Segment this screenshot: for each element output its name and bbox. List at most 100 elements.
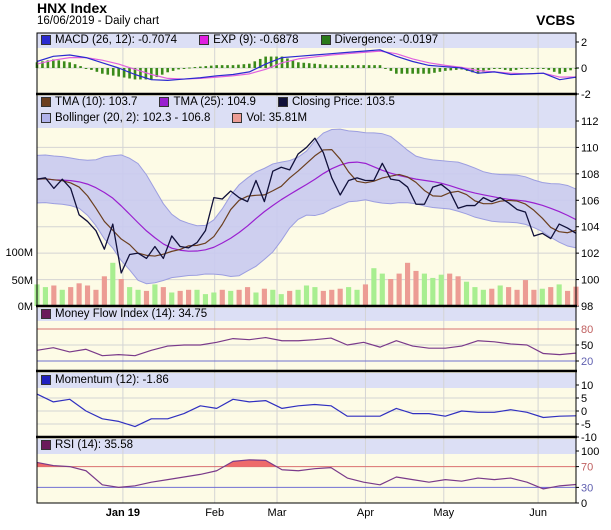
volume-bar [76,283,82,306]
divergence-bar [346,65,349,68]
legend-item: TMA (25): 104.9 [159,96,256,108]
volume-bar [362,284,369,306]
divergence-bar [454,68,458,70]
legend-swatch-icon [277,97,288,107]
legend-swatch-icon [41,440,51,450]
y-tick-label: 98 [581,301,593,313]
legend-label: Momentum (12): -1.86 [55,374,169,386]
divergence-bar [525,68,529,69]
divergence-bar [188,67,191,69]
divergence-bar [264,56,267,68]
legend-label: Bollinger (20, 2): 102.3 - 106.8 [55,112,211,124]
legend-label: RSI (14): 35.58 [55,439,133,451]
divergence-bar [531,68,534,69]
y-tick-label: -5 [581,419,591,431]
legend-swatch-icon [320,35,331,45]
divergence-bar [367,65,371,68]
divergence-bar [498,68,502,69]
legend-label: Closing Price: 103.5 [291,96,395,108]
divergence-bar [563,68,567,73]
divergence-bar [378,65,382,68]
legend-band-price [37,96,576,128]
volume-bar [329,289,335,306]
divergence-bar [133,68,137,80]
volume-bar [303,285,310,306]
y-tick-label: 0 [581,406,587,418]
volume-bar [228,290,234,306]
y-tick-label: 50 [581,340,593,352]
volume-bar [413,270,419,306]
legend-label: TMA (10): 103.7 [55,96,138,108]
y-tick-label: 108 [581,169,599,181]
divergence-bar [286,58,289,68]
divergence-bar [52,59,55,68]
y-tick-label: 2 [581,37,587,49]
divergence-bar [160,68,164,75]
y-tick-label: 20 [581,356,593,368]
volume-bar [59,289,65,306]
legend-item: Bollinger (20, 2): 102.3 - 106.8 [41,112,210,124]
volume-bar [219,289,225,306]
volume-bar [354,289,360,306]
volume-bar [506,287,512,306]
divergence-bar [62,61,66,68]
volume-tick-label: 0M [18,301,33,313]
volume-bar [346,287,352,306]
volume-bar [186,289,192,306]
volume-bar [404,262,411,306]
volume-bar [371,268,377,306]
divergence-bar [297,62,300,68]
divergence-bar [460,68,463,70]
volume-bar [253,292,259,306]
divergence-bar [215,65,218,68]
x-tick-label: Mar [268,507,287,519]
divergence-bar [128,68,131,79]
legend-band-rsi [37,439,576,454]
legend-label: Divergence: -0.0197 [334,34,439,46]
volume-bar [270,289,276,306]
divergence-bar [155,68,159,78]
volume-bar [127,287,133,306]
divergence-bar [520,68,523,69]
divergence-bar [395,68,398,74]
y-tick-label: 100 [581,446,599,458]
y-tick-label: 10 [581,380,593,392]
volume-bar [42,287,48,306]
divergence-bar [438,68,442,72]
legend-item: Divergence: -0.0197 [320,34,439,46]
volume-bar [211,292,217,306]
rsi-line [36,459,577,490]
divergence-bar [177,68,180,70]
legend-item: Vol: 35.81M [232,112,307,124]
chart-border [36,32,577,504]
divergence-bar [313,63,316,68]
y-tick-label: 104 [581,222,599,234]
divergence-bar [318,64,322,68]
divergence-bar [405,68,409,74]
volume-bar [514,289,520,306]
divergence-bar [41,61,44,68]
divergence-bar [552,68,556,72]
legend-swatch-icon [41,375,51,385]
brand-label: VCBS [536,12,575,28]
y-tick-label: 80 [581,324,593,336]
legend-label: TMA (25): 104.9 [173,96,256,108]
legend-label: MACD (26, 12): -0.7074 [55,34,178,46]
divergence-bar [389,68,393,71]
divergence-bar [416,68,420,74]
divergence-bar [503,68,507,70]
volume-bar [51,285,57,306]
volume-bar [320,290,326,306]
legend-item: RSI (14): 35.58 [41,439,133,451]
volume-bar [93,289,99,306]
divergence-bar [449,68,453,71]
divergence-bar [335,65,338,68]
volume-bar [455,276,461,306]
volume-bar [337,288,343,306]
divergence-bar [275,56,278,68]
legend: MACD (26, 12): -0.7074 EXP (9): -0.6878 Di… [41,34,460,46]
volume-bar [430,277,436,306]
volume-bar [565,290,571,306]
divergence-bar [536,68,540,69]
x-tick-label: Jun [529,507,547,519]
